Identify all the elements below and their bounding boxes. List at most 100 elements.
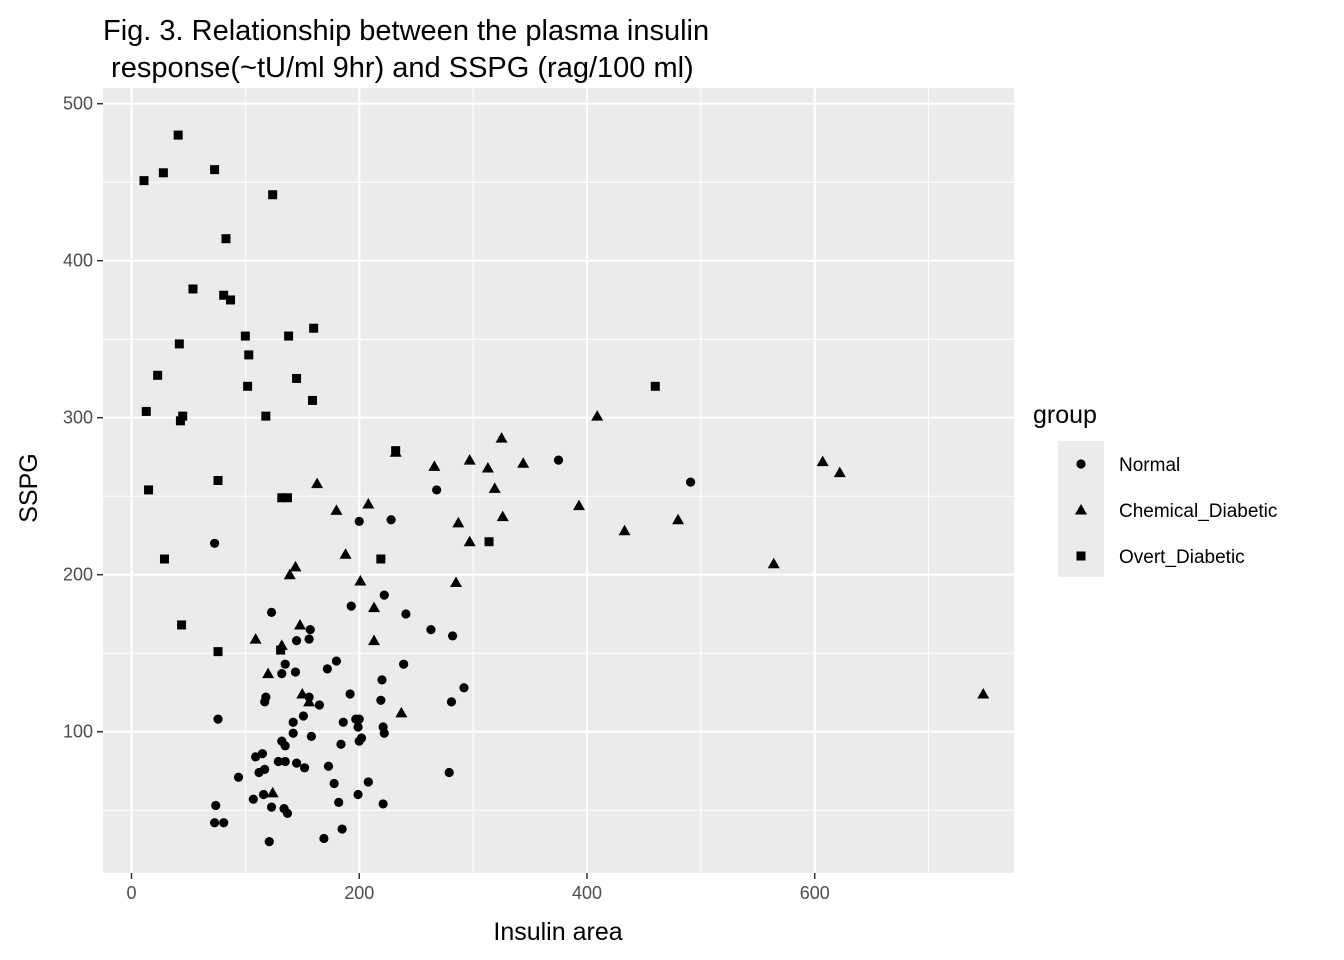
square-point-overt-diabetic bbox=[391, 446, 401, 456]
triangle-point-chemical-diabetic bbox=[517, 457, 530, 468]
circle-point-normal bbox=[336, 739, 346, 749]
circle-point-normal bbox=[354, 736, 364, 746]
circle-point-normal bbox=[401, 609, 411, 619]
triangle-point-chemical-diabetic bbox=[618, 524, 631, 536]
circle-point-normal bbox=[280, 741, 290, 751]
triangle-point-chemical-diabetic bbox=[354, 574, 367, 586]
square-point-overt-diabetic bbox=[276, 645, 286, 655]
square-point-overt-diabetic bbox=[178, 411, 188, 421]
circle-point-normal bbox=[273, 756, 283, 767]
triangle-point-chemical-diabetic bbox=[452, 516, 465, 528]
circle-point-normal bbox=[258, 789, 269, 800]
legend: group Normal Chemical_Diabetic Overt_Diabe… bbox=[1033, 401, 1277, 577]
y-tick-label: 400 bbox=[63, 251, 93, 271]
circle-point-normal bbox=[290, 667, 301, 677]
legend-label: Overt_Diabetic bbox=[1119, 547, 1245, 568]
circle-point-normal bbox=[291, 758, 302, 768]
circle-point-normal bbox=[329, 778, 339, 789]
triangle-point-chemical-diabetic bbox=[672, 513, 685, 525]
triangle-point-chemical-diabetic bbox=[463, 454, 476, 465]
circle-point-normal bbox=[447, 631, 458, 641]
circle-point-normal bbox=[219, 818, 229, 828]
square-point-overt-diabetic bbox=[244, 350, 254, 360]
square-point-overt-diabetic bbox=[213, 647, 223, 657]
circle-point-normal bbox=[213, 714, 223, 724]
triangle-point-chemical-diabetic bbox=[362, 498, 375, 509]
x-tick-label: 400 bbox=[572, 883, 602, 903]
triangle-point-chemical-diabetic bbox=[816, 455, 829, 467]
circle-point-normal bbox=[314, 700, 324, 710]
chart-title-line-1: Fig. 3. Relationship between the plasma … bbox=[103, 15, 709, 47]
triangle-point-chemical-diabetic bbox=[463, 535, 476, 547]
square-point-overt-diabetic bbox=[308, 395, 318, 405]
triangle-point-chemical-diabetic bbox=[496, 510, 509, 522]
triangle-point-chemical-diabetic bbox=[249, 633, 262, 644]
triangle-point-chemical-diabetic bbox=[311, 477, 324, 489]
axis-ticks: 0 200 400 600 100 200 300 400 500 bbox=[63, 94, 830, 903]
circle-point-normal bbox=[399, 659, 409, 669]
triangle-point-chemical-diabetic bbox=[481, 461, 494, 473]
legend-triangle-icon bbox=[1075, 504, 1087, 515]
square-point-overt-diabetic bbox=[240, 331, 250, 341]
chart-title-line-2: response(~tU/ml 9hr) and SSPG (rag/100 m… bbox=[103, 52, 694, 84]
triangle-point-chemical-diabetic bbox=[303, 695, 316, 707]
circle-point-normal bbox=[266, 607, 277, 617]
circle-point-normal bbox=[353, 722, 363, 732]
y-tick-label: 200 bbox=[63, 565, 93, 585]
circle-point-normal bbox=[305, 625, 315, 635]
triangle-point-chemical-diabetic bbox=[294, 618, 307, 630]
circle-point-normal bbox=[354, 516, 364, 526]
circle-point-normal bbox=[319, 833, 329, 844]
circle-point-normal bbox=[334, 797, 344, 807]
triangle-point-chemical-diabetic bbox=[488, 482, 501, 493]
legend-square-icon bbox=[1076, 551, 1086, 561]
circle-point-normal bbox=[346, 601, 356, 611]
circle-point-normal bbox=[298, 711, 309, 721]
series-overt-diabetic bbox=[139, 130, 660, 657]
circle-point-normal bbox=[376, 695, 386, 705]
y-tick-label: 100 bbox=[63, 722, 93, 742]
square-point-overt-diabetic bbox=[159, 554, 169, 564]
circle-point-normal bbox=[209, 818, 220, 828]
triangle-point-chemical-diabetic bbox=[977, 688, 990, 699]
circle-point-normal bbox=[280, 756, 290, 767]
circle-point-normal bbox=[377, 675, 387, 685]
legend-label: Normal bbox=[1119, 455, 1180, 476]
square-point-overt-diabetic bbox=[243, 381, 253, 391]
circle-point-normal bbox=[553, 455, 564, 465]
square-point-overt-diabetic bbox=[141, 406, 151, 416]
square-point-overt-diabetic bbox=[277, 493, 287, 503]
square-point-overt-diabetic bbox=[219, 290, 229, 300]
legend-item-chemical-diabetic: Chemical_Diabetic bbox=[1075, 501, 1277, 522]
legend-circle-icon bbox=[1076, 459, 1086, 469]
square-point-overt-diabetic bbox=[221, 234, 231, 244]
legend-item-overt-diabetic: Overt_Diabetic bbox=[1076, 547, 1245, 568]
square-point-overt-diabetic bbox=[213, 476, 223, 485]
circle-point-normal bbox=[354, 714, 364, 724]
circle-point-normal bbox=[211, 800, 221, 811]
circle-point-normal bbox=[353, 789, 363, 800]
circle-point-normal bbox=[345, 689, 355, 699]
triangle-point-chemical-diabetic bbox=[767, 557, 780, 569]
square-point-overt-diabetic bbox=[144, 485, 154, 495]
square-point-overt-diabetic bbox=[153, 370, 163, 380]
x-tick-label: 0 bbox=[126, 883, 136, 903]
triangle-point-chemical-diabetic bbox=[450, 576, 463, 588]
circle-point-normal bbox=[277, 669, 287, 679]
circle-point-normal bbox=[363, 777, 373, 787]
square-point-overt-diabetic bbox=[210, 165, 220, 175]
square-point-overt-diabetic bbox=[158, 168, 168, 178]
y-tick-label: 300 bbox=[63, 408, 93, 428]
x-tick-label: 200 bbox=[344, 883, 374, 903]
y-tick-label: 500 bbox=[63, 94, 93, 114]
square-point-overt-diabetic bbox=[188, 284, 198, 294]
circle-point-normal bbox=[233, 772, 244, 782]
triangle-point-chemical-diabetic bbox=[368, 601, 381, 613]
circle-point-normal bbox=[459, 683, 469, 693]
plot-panel bbox=[103, 88, 1014, 873]
circle-point-normal bbox=[250, 752, 261, 762]
circle-point-normal bbox=[322, 664, 332, 674]
square-point-overt-diabetic bbox=[484, 537, 494, 547]
circle-point-normal bbox=[446, 697, 457, 707]
circle-point-normal bbox=[280, 659, 290, 669]
